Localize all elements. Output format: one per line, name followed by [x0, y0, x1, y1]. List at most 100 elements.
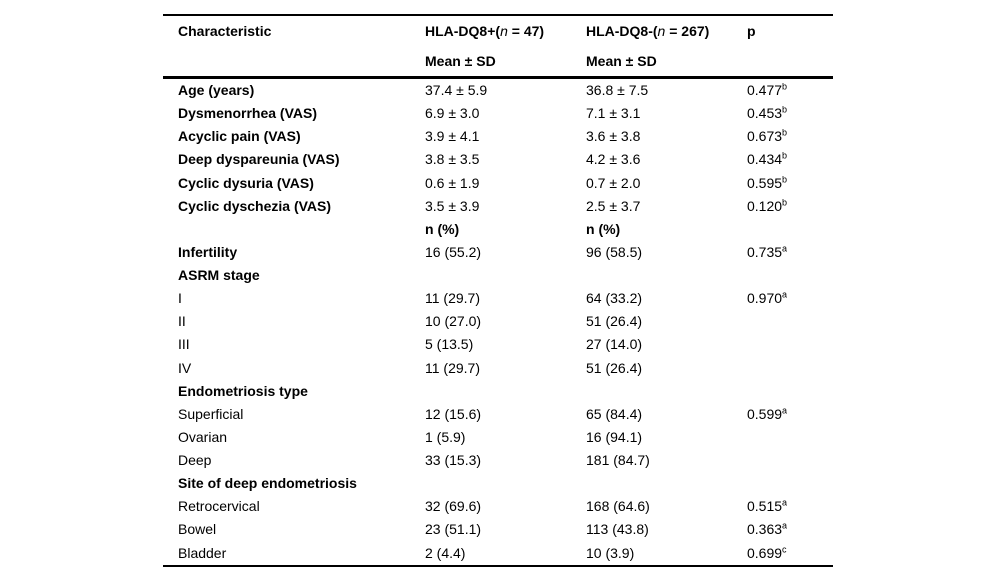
dq8-positive-value: 23 (51.1): [425, 521, 482, 538]
table-row: II 10 (27.0) 51 (26.4): [163, 310, 833, 333]
table-row: Superficial 12 (15.6) 65 (84.4) 0.599a: [163, 403, 833, 426]
header-row-units: Mean ± SD Mean ± SD: [163, 46, 833, 76]
p-footnote-marker: a: [782, 520, 788, 531]
dq8-negative-value: 0.7 ± 2.0: [586, 174, 641, 191]
p-footnote-marker: b: [782, 81, 788, 92]
table-row: Infertility 16 (55.2) 96 (58.5) 0.735a: [163, 241, 833, 264]
dq8-negative-value: 168 (64.6): [586, 498, 650, 515]
p-value: 0.595b: [747, 173, 788, 191]
column-header-p: p: [747, 23, 756, 39]
group-neg-n: n: [657, 23, 666, 39]
dq8-negative-value: 51 (26.4): [586, 359, 643, 376]
row-label: Deep: [178, 452, 212, 468]
table-row: IV 11 (29.7) 51 (26.4): [163, 357, 833, 380]
dq8-negative-value: 2.5 ± 3.7: [586, 197, 641, 214]
dq8-negative-value: 3.6 ± 3.8: [586, 128, 641, 145]
table-row: Bowel 23 (51.1) 113 (43.8) 0.363a: [163, 518, 833, 541]
table-row: n (%) n (%): [163, 218, 833, 241]
group-pos-suffix: = 47): [507, 23, 545, 39]
subheader-mean-sd-positive: Mean ± SD: [425, 53, 496, 69]
dq8-negative-value: 51 (26.4): [586, 313, 643, 330]
table-header: Characteristic HLA-DQ8+(n = 47) HLA-DQ8-…: [163, 16, 833, 79]
table-row: Cyclic dysuria (VAS) 0.6 ± 1.9 0.7 ± 2.0 0.…: [163, 172, 833, 195]
p-footnote-marker: b: [782, 173, 788, 184]
table-row: Deep 33 (15.3) 181 (84.7): [163, 449, 833, 472]
dq8-negative-value: 16 (94.1): [586, 428, 643, 445]
dq8-positive-value: 11 (29.7): [425, 290, 480, 307]
p-value: 0.477b: [747, 81, 788, 98]
row-label: Age (years): [178, 82, 255, 98]
row-label: III: [178, 336, 190, 353]
p-footnote-marker: a: [782, 497, 788, 508]
comparison-table: Characteristic HLA-DQ8+(n = 47) HLA-DQ8-…: [163, 14, 833, 567]
group-pos-prefix: HLA-DQ8+(: [425, 23, 501, 39]
table-row: Retrocervical 32 (69.6) 168 (64.6) 0.515a: [163, 495, 833, 518]
group-pos-n: n: [500, 23, 508, 39]
row-label: Endometriosis type: [178, 382, 308, 399]
row-label: IV: [178, 359, 192, 376]
column-header-dq8-negative: HLA-DQ8-(n = 267): [586, 16, 747, 46]
row-label: Superficial: [178, 405, 244, 422]
p-footnote-marker: a: [782, 289, 788, 300]
subheader-mean-sd-negative: Mean ± SD: [586, 53, 657, 69]
dq8-negative-value: 113 (43.8): [586, 521, 649, 538]
header-row-titles: Characteristic HLA-DQ8+(n = 47) HLA-DQ8-…: [163, 16, 833, 46]
p-footnote-marker: b: [782, 127, 788, 138]
table-row: Site of deep endometriosis: [163, 472, 833, 495]
dq8-positive-value: 12 (15.6): [425, 405, 482, 422]
group-neg-suffix: = 267): [665, 23, 710, 39]
table-row: Deep dyspareunia (VAS) 3.8 ± 3.5 4.2 ± 3.6…: [163, 148, 833, 171]
dq8-positive-value: 5 (13.5): [425, 336, 474, 353]
p-value: 0.120b: [747, 196, 788, 214]
table-row: Age (years) 37.4 ± 5.9 36.8 ± 7.5 0.477b: [163, 79, 833, 102]
dq8-positive-value: 2 (4.4): [425, 544, 466, 561]
row-label: Infertility: [178, 243, 238, 260]
dq8-positive-value: 0.6 ± 1.9: [425, 174, 480, 191]
dq8-negative-value: 27 (14.0): [586, 336, 643, 353]
p-value: 0.453b: [747, 104, 788, 122]
table-row: Endometriosis type: [163, 380, 833, 403]
dq8-positive-value: 3.8 ± 3.5: [425, 151, 480, 168]
dq8-negative-value: 10 (3.9): [586, 544, 635, 561]
p-value: 0.515a: [747, 497, 788, 515]
dq8-positive-value: 16 (55.2): [425, 243, 482, 260]
dq8-positive-value: 6.9 ± 3.0: [425, 105, 480, 122]
row-label: Site of deep endometriosis: [178, 475, 357, 492]
p-footnote-marker: a: [782, 243, 788, 254]
dq8-negative-value: 7.1 ± 3.1: [586, 105, 641, 122]
dq8-positive-value: 10 (27.0): [425, 313, 482, 330]
dq8-negative-value: 65 (84.4): [586, 405, 643, 422]
column-header-characteristic: Characteristic: [178, 23, 272, 39]
p-value: 0.699c: [747, 543, 787, 561]
table-row: I 11 (29.7) 64 (33.2) 0.970a: [163, 287, 833, 310]
dq8-positive-value: 37.4 ± 5.9: [425, 82, 488, 98]
table-row: Acyclic pain (VAS) 3.9 ± 4.1 3.6 ± 3.8 0.67…: [163, 125, 833, 148]
row-label: Cyclic dyschezia (VAS): [178, 197, 332, 214]
table-row: Cyclic dyschezia (VAS) 3.5 ± 3.9 2.5 ± 3.7…: [163, 195, 833, 218]
dq8-negative-value: 64 (33.2): [586, 290, 643, 307]
p-value: 0.363a: [747, 520, 788, 538]
row-label: ASRM stage: [178, 267, 260, 283]
row-label: I: [178, 290, 182, 307]
dq8-positive-value: 33 (15.3): [425, 452, 482, 468]
p-footnote-marker: c: [782, 543, 787, 554]
row-label: Retrocervical: [178, 498, 260, 515]
dq8-negative-value: 36.8 ± 7.5: [586, 82, 649, 98]
dq8-positive-value: 1 (5.9): [425, 428, 466, 445]
dq8-negative-value: 4.2 ± 3.6: [586, 151, 641, 168]
table-row: Ovarian 1 (5.9) 16 (94.1): [163, 426, 833, 449]
dq8-negative-value: 96 (58.5): [586, 243, 643, 260]
row-label: Bowel: [178, 521, 217, 538]
dq8-negative-value: n (%): [586, 220, 621, 237]
row-label: Deep dyspareunia (VAS): [178, 151, 340, 168]
dq8-positive-value: 32 (69.6): [425, 498, 482, 515]
p-footnote-marker: b: [782, 104, 788, 115]
dq8-positive-value: n (%): [425, 220, 460, 237]
p-value: 0.970a: [747, 289, 788, 307]
table-body: Age (years) 37.4 ± 5.9 36.8 ± 7.5 0.477b Dys…: [163, 79, 833, 565]
p-value: 0.735a: [747, 243, 788, 260]
column-header-dq8-positive: HLA-DQ8+(n = 47): [425, 16, 586, 46]
p-value: 0.599a: [747, 405, 788, 422]
table-row: Dysmenorrhea (VAS) 6.9 ± 3.0 7.1 ± 3.1 0.45…: [163, 102, 833, 125]
